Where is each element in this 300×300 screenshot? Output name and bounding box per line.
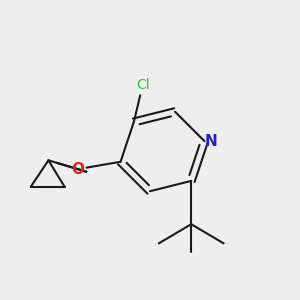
- Text: N: N: [205, 134, 217, 149]
- Text: O: O: [71, 162, 84, 177]
- Text: Cl: Cl: [136, 78, 149, 92]
